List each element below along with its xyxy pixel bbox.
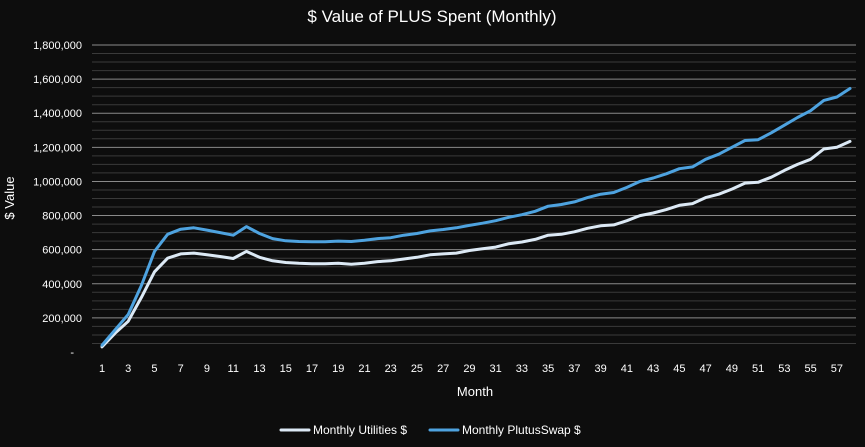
y-tick-label: 200,000 — [42, 313, 82, 325]
grid — [92, 44, 856, 344]
x-tick-label: 19 — [332, 363, 344, 375]
y-tick-label: 1,200,000 — [33, 142, 82, 154]
x-tick-label: 3 — [125, 363, 131, 375]
y-tick-label: 600,000 — [42, 245, 82, 257]
x-tick-label: 7 — [178, 363, 184, 375]
y-tick-label: 400,000 — [42, 279, 82, 291]
x-tick-label: 57 — [831, 363, 843, 375]
series-lines — [100, 87, 852, 349]
x-tick-label: 9 — [204, 363, 210, 375]
x-tick-label: 15 — [280, 363, 292, 375]
y-tick-label: - — [70, 347, 74, 359]
y-tick-label: 1,600,000 — [33, 74, 82, 86]
x-tick-label: 5 — [151, 363, 157, 375]
x-tick-label: 17 — [306, 363, 318, 375]
legend: Monthly Utilities $ Monthly PlutusSwap $ — [279, 423, 581, 437]
x-tick-label: 13 — [253, 363, 265, 375]
x-tick-label: 47 — [700, 363, 712, 375]
x-tick-label: 23 — [385, 363, 397, 375]
x-tick-label: 35 — [542, 363, 554, 375]
x-tick-label: 11 — [228, 363, 239, 375]
y-tick-label: 1,800,000 — [33, 40, 82, 52]
x-tick-label: 1 — [99, 363, 105, 375]
legend-label-1: Monthly Utilities $ — [313, 423, 407, 437]
chart-title: $ Value of PLUS Spent (Monthly) — [307, 7, 556, 26]
x-tick-label: 27 — [437, 363, 449, 375]
y-tick-label: 1,000,000 — [33, 176, 82, 188]
y-axis-ticks: - 200,000 400,000 600,000 800,000 1,000,000 1,… — [33, 40, 82, 359]
y-tick-label: 1,400,000 — [33, 108, 82, 120]
x-tick-label: 51 — [752, 363, 764, 375]
x-axis-ticks: 1 3 5 7 9 11 13 15 17 19 21 23 25 27 29 31 33 35 37 39 41 43 4… — [99, 363, 843, 375]
x-tick-label: 41 — [621, 363, 633, 375]
x-tick-label: 55 — [805, 363, 817, 375]
x-tick-label: 39 — [595, 363, 607, 375]
y-tick-label: 800,000 — [42, 211, 82, 223]
x-tick-label: 37 — [568, 363, 580, 375]
x-tick-label: 49 — [726, 363, 738, 375]
x-tick-label: 45 — [673, 363, 685, 375]
x-axis-label: Month — [457, 384, 493, 399]
series-line-2 — [100, 87, 852, 347]
x-tick-label: 25 — [411, 363, 423, 375]
x-tick-label: 53 — [778, 363, 790, 375]
x-tick-label: 29 — [463, 363, 475, 375]
x-tick-label: 43 — [647, 363, 659, 375]
x-tick-label: 21 — [358, 363, 370, 375]
legend-label-2: Monthly PlutusSwap $ — [462, 423, 581, 437]
series-line-1 — [100, 139, 852, 349]
y-axis-label: $ Value — [2, 176, 17, 219]
x-tick-label: 31 — [490, 363, 502, 375]
x-tick-label: 33 — [516, 363, 528, 375]
